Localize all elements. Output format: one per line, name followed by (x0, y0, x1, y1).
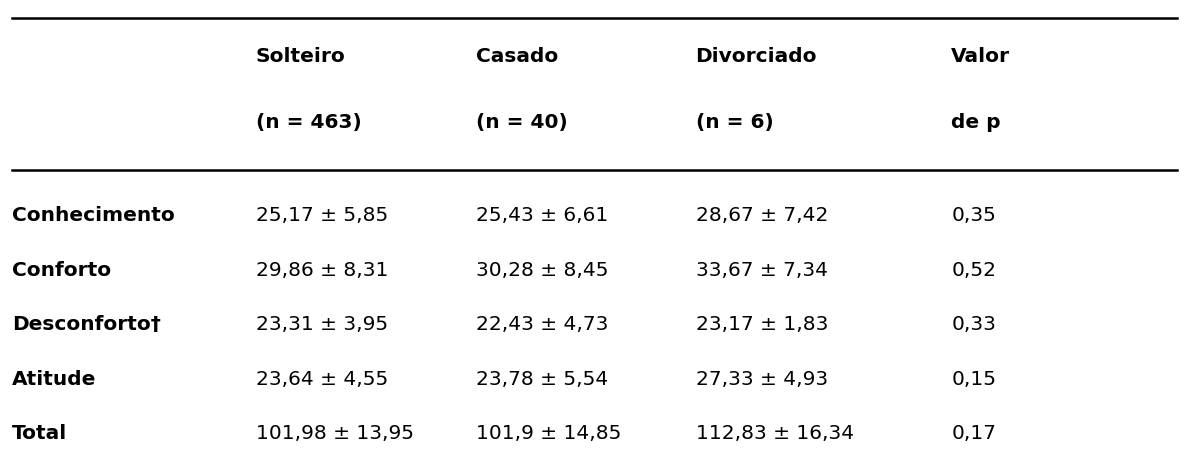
Text: 23,31 ± 3,95: 23,31 ± 3,95 (256, 315, 388, 334)
Text: 0,17: 0,17 (951, 424, 996, 443)
Text: 25,17 ± 5,85: 25,17 ± 5,85 (256, 206, 388, 225)
Text: 28,67 ± 7,42: 28,67 ± 7,42 (696, 206, 828, 225)
Text: 0,52: 0,52 (951, 261, 996, 280)
Text: 0,15: 0,15 (951, 370, 996, 389)
Text: Valor: Valor (951, 47, 1011, 66)
Text: (n = 6): (n = 6) (696, 113, 773, 132)
Text: 25,43 ± 6,61: 25,43 ± 6,61 (476, 206, 608, 225)
Text: Casado: Casado (476, 47, 558, 66)
Text: Divorciado: Divorciado (696, 47, 817, 66)
Text: Conforto: Conforto (12, 261, 111, 280)
Text: 22,43 ± 4,73: 22,43 ± 4,73 (476, 315, 608, 334)
Text: Total: Total (12, 424, 67, 443)
Text: Desconforto†: Desconforto† (12, 315, 161, 334)
Text: 23,64 ± 4,55: 23,64 ± 4,55 (256, 370, 388, 389)
Text: Atitude: Atitude (12, 370, 96, 389)
Text: 101,98 ± 13,95: 101,98 ± 13,95 (256, 424, 414, 443)
Text: 23,17 ± 1,83: 23,17 ± 1,83 (696, 315, 828, 334)
Text: (n = 463): (n = 463) (256, 113, 361, 132)
Text: Conhecimento: Conhecimento (12, 206, 175, 225)
Text: 29,86 ± 8,31: 29,86 ± 8,31 (256, 261, 388, 280)
Text: de p: de p (951, 113, 1001, 132)
Text: 27,33 ± 4,93: 27,33 ± 4,93 (696, 370, 828, 389)
Text: Solteiro: Solteiro (256, 47, 345, 66)
Text: 112,83 ± 16,34: 112,83 ± 16,34 (696, 424, 854, 443)
Text: 0,35: 0,35 (951, 206, 996, 225)
Text: 101,9 ± 14,85: 101,9 ± 14,85 (476, 424, 621, 443)
Text: 0,33: 0,33 (951, 315, 996, 334)
Text: 30,28 ± 8,45: 30,28 ± 8,45 (476, 261, 608, 280)
Text: (n = 40): (n = 40) (476, 113, 567, 132)
Text: 23,78 ± 5,54: 23,78 ± 5,54 (476, 370, 608, 389)
Text: 33,67 ± 7,34: 33,67 ± 7,34 (696, 261, 828, 280)
